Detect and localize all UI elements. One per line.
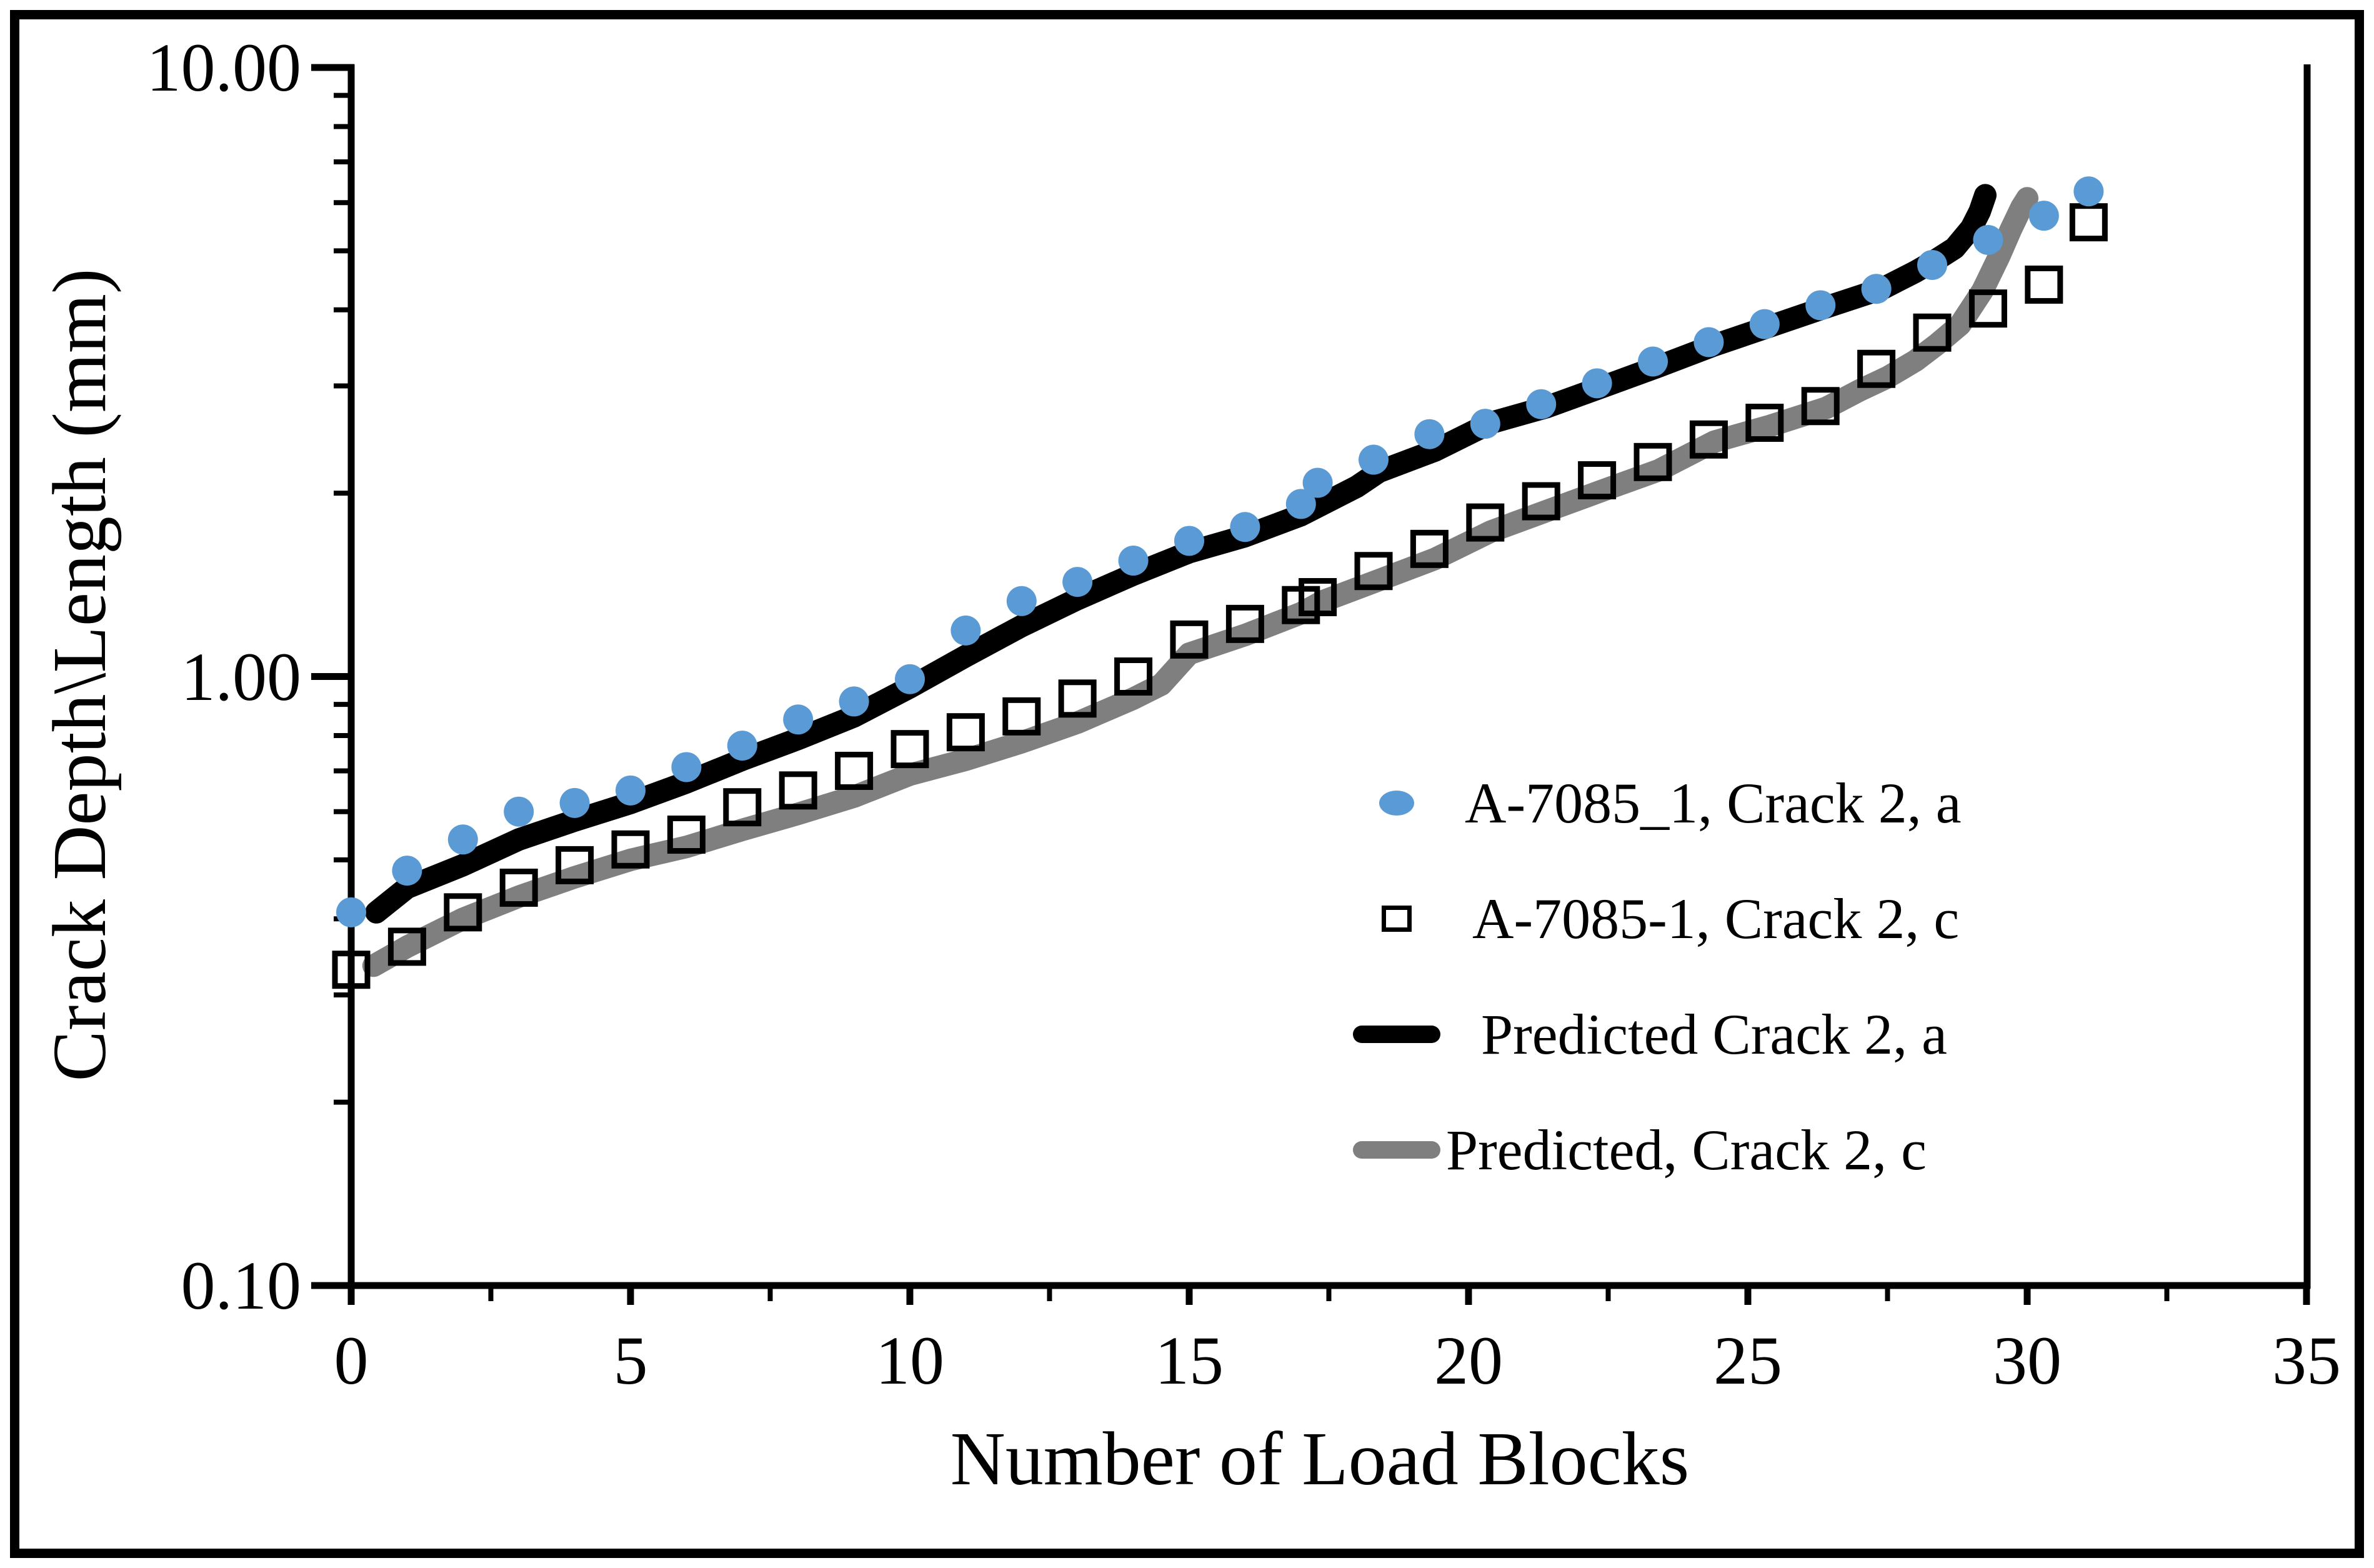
x-tick-label: 20 — [1434, 1322, 1503, 1399]
data-point-square — [387, 927, 426, 966]
data-point-square — [611, 830, 650, 869]
data-point-square — [499, 868, 538, 907]
data-point-square — [1857, 349, 1896, 388]
data-point-square — [1299, 577, 1337, 616]
data-point-circle — [504, 796, 534, 827]
data-point-square — [1225, 604, 1264, 643]
data-point-square — [2069, 203, 2108, 242]
data-point-circle — [447, 824, 478, 855]
data-point-square — [779, 771, 817, 810]
legend-item-series-a: A-7085_1, Crack 2, a — [1337, 766, 1962, 841]
data-point-square — [332, 951, 371, 989]
data-point-circle — [1285, 489, 1316, 519]
data-point-square — [1913, 313, 1952, 352]
data-point-circle — [1861, 274, 1892, 304]
data-point-square — [1170, 620, 1209, 659]
data-point-square — [1114, 657, 1153, 696]
data-point-circle — [616, 775, 646, 806]
data-point-square — [890, 730, 929, 769]
data-point-square — [1466, 503, 1505, 542]
data-point-square — [723, 788, 762, 827]
data-point-circle — [2073, 176, 2104, 207]
data-point-circle — [895, 664, 925, 694]
data-point-square — [1968, 289, 2007, 328]
x-axis-title: Number of Load Blocks — [950, 1417, 1690, 1501]
data-point-circle — [950, 615, 981, 646]
legend-label: A-7085-1, Crack 2, c — [1472, 887, 1960, 951]
x-tick-label: 30 — [1993, 1322, 2062, 1399]
data-point-circle — [1414, 419, 1445, 449]
data-point-square — [1689, 420, 1728, 459]
data-point-circle — [1973, 224, 2003, 255]
legend-label: Predicted Crack 2, a — [1481, 1002, 1947, 1066]
data-point-square — [1058, 679, 1097, 718]
x-tick-label: 15 — [1155, 1322, 1224, 1399]
y-tick-label: 0.10 — [181, 1247, 302, 1324]
data-point-circle — [1174, 526, 1204, 556]
data-point-circle — [1917, 249, 1948, 280]
data-point-circle — [1359, 444, 1389, 475]
data-point-circle — [1582, 368, 1612, 399]
legend-marker-gray-line-icon — [1353, 1141, 1440, 1159]
x-tick-label: 35 — [2272, 1322, 2341, 1399]
data-point-circle — [1805, 290, 1836, 321]
data-point-square — [1633, 442, 1672, 481]
y-tick-label: 10.00 — [146, 29, 302, 106]
data-point-circle — [336, 897, 366, 927]
data-point-circle — [1526, 389, 1557, 419]
data-point-circle — [392, 856, 422, 886]
data-point-circle — [1693, 327, 1724, 357]
data-point-square — [1002, 697, 1041, 736]
data-point-circle — [671, 752, 702, 782]
data-point-circle — [2028, 201, 2059, 231]
y-axis-title: Crack Depth\Length (mm) — [37, 268, 122, 1082]
legend-marker-black-line-icon — [1353, 1026, 1440, 1043]
legend-item-series-c: A-7085-1, Crack 2, c — [1337, 881, 1959, 956]
data-point-circle — [1302, 467, 1333, 498]
data-point-circle — [559, 787, 590, 818]
data-point-circle — [1749, 309, 1780, 339]
legend-item-predicted-a: Predicted Crack 2, a — [1337, 997, 1947, 1072]
x-tick-label: 25 — [1713, 1322, 1782, 1399]
data-point-square — [1801, 387, 1840, 426]
legend-label: A-7085_1, Crack 2, a — [1465, 771, 1962, 835]
data-point-circle — [783, 704, 814, 735]
data-point-square — [1745, 403, 1784, 442]
data-point-circle — [1062, 567, 1093, 597]
data-point-circle — [1118, 546, 1149, 576]
data-point-square — [1410, 529, 1449, 568]
legend-item-predicted-c: Predicted, Crack 2, c — [1337, 1112, 1927, 1187]
legend-marker-circle-icon — [1379, 791, 1414, 816]
x-tick-label: 0 — [334, 1322, 369, 1399]
data-point-circle — [1470, 409, 1500, 439]
data-point-square — [2025, 265, 2063, 304]
legend-marker-open-square-icon — [1382, 906, 1412, 932]
x-tick-label: 10 — [875, 1322, 944, 1399]
figure-border — [10, 10, 2364, 1558]
data-point-square — [667, 816, 706, 854]
data-point-square — [835, 751, 874, 790]
legend-label: Predicted, Crack 2, c — [1446, 1118, 1927, 1182]
y-tick-label: 1.00 — [181, 638, 302, 715]
x-tick-label: 5 — [613, 1322, 648, 1399]
data-point-square — [1522, 482, 1560, 521]
data-point-circle — [1006, 586, 1037, 616]
data-point-square — [1354, 552, 1393, 591]
data-point-square — [946, 713, 985, 752]
data-point-square — [444, 893, 482, 932]
data-point-circle — [727, 731, 757, 761]
data-point-circle — [1638, 346, 1668, 377]
data-point-square — [556, 846, 594, 884]
data-point-circle — [839, 686, 869, 717]
data-point-circle — [1230, 512, 1260, 542]
data-point-square — [1578, 461, 1617, 499]
